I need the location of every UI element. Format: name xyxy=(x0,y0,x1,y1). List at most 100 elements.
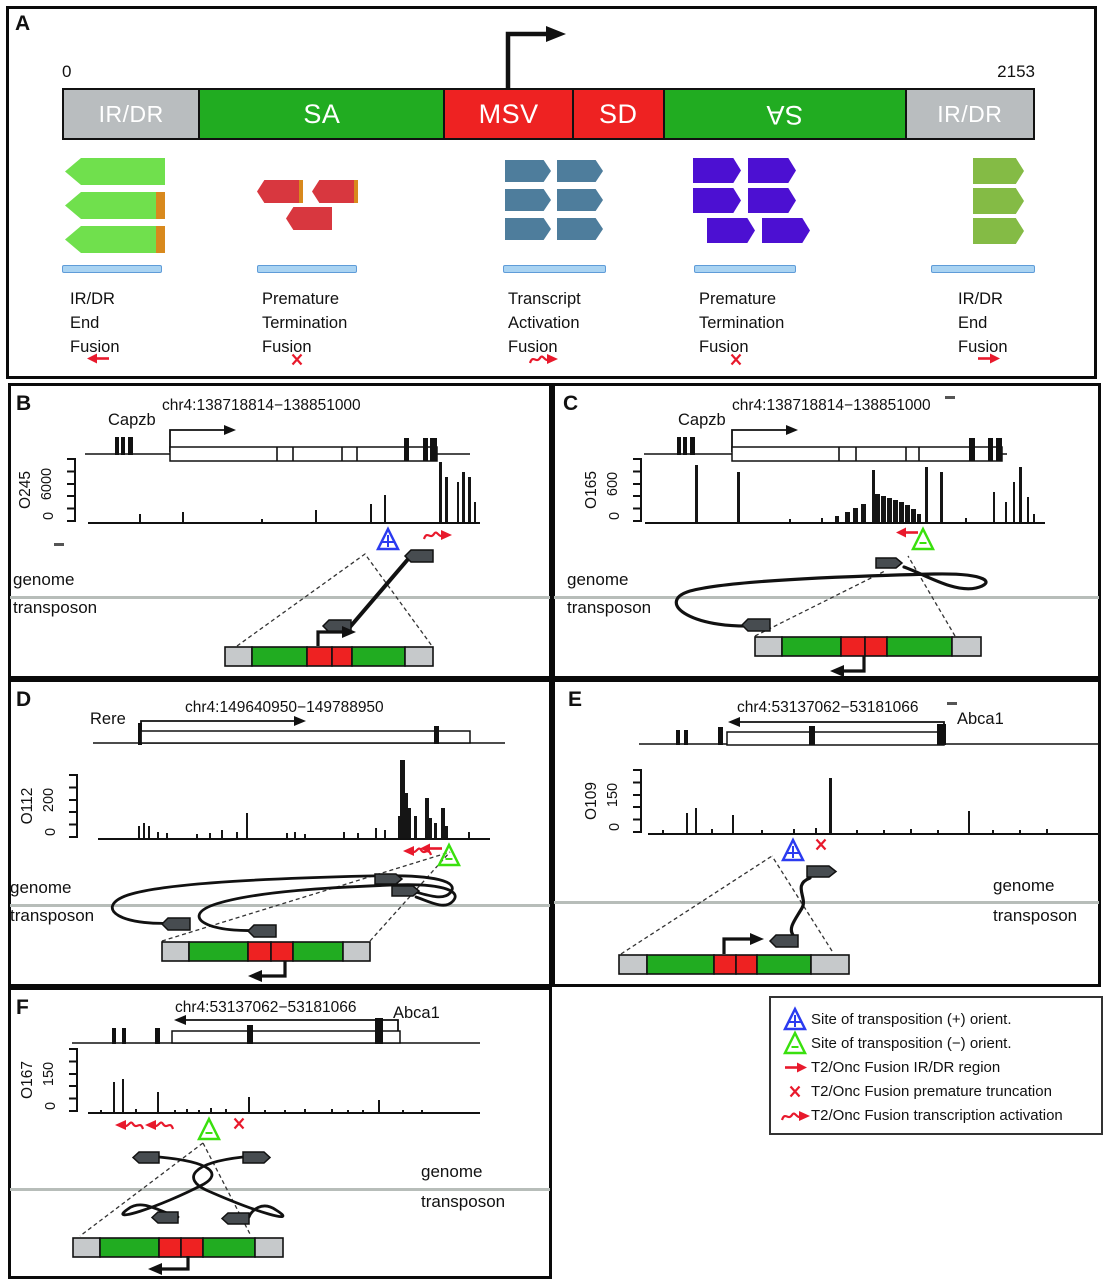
panel-B-letter: B xyxy=(16,392,32,415)
coverage-peak xyxy=(828,778,832,833)
axis-line xyxy=(640,769,642,833)
marker-strip-D xyxy=(98,842,490,870)
coverage-track-E xyxy=(648,777,1100,835)
legend-item-text: T2/Onc Fusion IR/DR region xyxy=(811,1058,1001,1076)
squig-left-icon xyxy=(114,1116,145,1138)
coverage-peak xyxy=(303,1109,306,1112)
coverage-peak xyxy=(99,1110,102,1112)
coverage-peak xyxy=(893,500,898,522)
group-label-irdr-end-fusion-left: IR/DR End Fusion xyxy=(70,287,120,359)
panel-E-letter: E xyxy=(568,688,583,711)
group-label-line: End xyxy=(958,314,988,332)
vector-segment-msv: MSV xyxy=(443,90,572,138)
group-label-line: Fusion xyxy=(262,338,312,356)
tri-plus-icon xyxy=(375,526,400,557)
coverage-peak xyxy=(429,818,433,838)
coverage-peak xyxy=(462,472,466,522)
sample-label-F: O167 xyxy=(19,1061,36,1099)
coverage-peak xyxy=(401,1110,404,1112)
clone-arrow-transcript-activation-fusion xyxy=(557,189,603,211)
group-label-irdr-end-fusion-right: IR/DR End Fusion xyxy=(958,287,1008,359)
coords-C: chr4:138718814−138851000 xyxy=(732,397,931,414)
group-label-line: Premature xyxy=(699,290,777,308)
coverage-track-C xyxy=(645,458,1045,524)
strand-dash xyxy=(54,543,64,546)
arrow-right-icon xyxy=(976,352,1001,370)
scale-end: 2153 xyxy=(997,62,1035,81)
group-label-line: Termination xyxy=(262,314,348,332)
legend-item: T2/Onc Fusion transcription activation xyxy=(779,1103,1095,1127)
coverage-peak xyxy=(694,465,698,522)
exon-bar xyxy=(503,265,606,273)
coverage-peak xyxy=(881,496,886,522)
clone-arrow-premature-termination-fusion-left xyxy=(286,207,332,230)
tri-minus-icon xyxy=(910,526,936,557)
group-label-line: End xyxy=(70,314,100,332)
coverage-peak xyxy=(143,823,146,838)
y-max-D: 200 xyxy=(41,787,57,813)
coverage-peak xyxy=(264,1110,267,1112)
axis-line xyxy=(76,1048,78,1112)
coverage-peak xyxy=(407,808,411,838)
coverage-peak xyxy=(474,502,477,522)
coverage-peak xyxy=(968,811,970,833)
arrow-left-icon xyxy=(895,526,920,544)
coverage-peak xyxy=(182,512,185,522)
coverage-peak xyxy=(861,504,866,522)
y-max-F: 150 xyxy=(41,1061,57,1087)
legend-item-text: Site of transposition (+) orient. xyxy=(811,1010,1012,1028)
clone-arrow-premature-termination-fusion-right xyxy=(693,188,741,213)
clone-arrow-transcript-activation-fusion xyxy=(505,218,551,240)
legend-item: T2/Onc Fusion premature truncation xyxy=(779,1079,1095,1103)
group-label-line: Termination xyxy=(699,314,785,332)
coverage-peak xyxy=(789,519,791,522)
panel-F-box xyxy=(8,987,552,1279)
panel-C-letter: C xyxy=(563,392,579,415)
clone-arrow-premature-termination-fusion-right xyxy=(762,218,810,243)
coverage-peak xyxy=(468,832,470,838)
coverage-peak xyxy=(157,1092,159,1112)
coverage-peak xyxy=(911,509,916,522)
coverage-peak xyxy=(835,516,839,522)
group-label-premature-termination-fusion-left: Premature Termination Fusion xyxy=(262,287,347,359)
coverage-peak xyxy=(294,832,296,838)
clone-arrow-premature-termination-fusion-right xyxy=(693,158,741,183)
coverage-peak xyxy=(260,519,263,522)
clone-arrow-transcript-activation-fusion xyxy=(557,160,603,182)
x-icon xyxy=(290,352,304,372)
arrow-right-icon xyxy=(779,1061,811,1074)
coverage-peak xyxy=(122,1079,125,1112)
panel-D-box xyxy=(8,679,552,987)
vector-segment-label: SA xyxy=(303,98,341,129)
tri-minus-icon xyxy=(197,1116,222,1147)
y-min-B: 0 xyxy=(41,511,57,521)
coverage-peak xyxy=(993,492,995,522)
group-label-line: Fusion xyxy=(70,338,120,356)
legend-item-text: Site of transposition (−) orient. xyxy=(811,1034,1012,1052)
coverage-peak xyxy=(1019,467,1022,522)
panel-D-letter: D xyxy=(16,688,32,711)
coverage-peak xyxy=(424,798,429,838)
group-label-line: Fusion xyxy=(699,338,749,356)
exon-bar xyxy=(257,265,357,273)
vector-segment-label: IR/DR xyxy=(937,100,1003,127)
coverage-peak xyxy=(925,467,928,522)
vector-segment-label: MSV xyxy=(478,98,539,129)
coverage-peak xyxy=(940,472,943,522)
legend-item: T2/Onc Fusion IR/DR region xyxy=(779,1055,1095,1079)
coverage-peak xyxy=(221,830,224,838)
axis-ticks xyxy=(69,1048,76,1112)
transposon-label-F: transposon xyxy=(421,1192,506,1211)
coverage-peak xyxy=(156,832,159,838)
panel-F-letter: F xyxy=(16,996,29,1019)
strand-dash xyxy=(947,702,957,705)
coverage-peak xyxy=(246,813,249,838)
coverage-peak xyxy=(965,518,967,522)
axis-ticks xyxy=(69,774,76,838)
transposon-vector-bar: IR/DR SA MSV SD SA IR/DR xyxy=(62,88,1035,140)
clone-arrow-irdr-end-fusion-left xyxy=(65,192,165,219)
y-axis-B: O245 6000 0 xyxy=(17,458,76,522)
clone-arrow-premature-termination-fusion-right xyxy=(748,158,796,183)
coverage-peak xyxy=(399,760,405,838)
